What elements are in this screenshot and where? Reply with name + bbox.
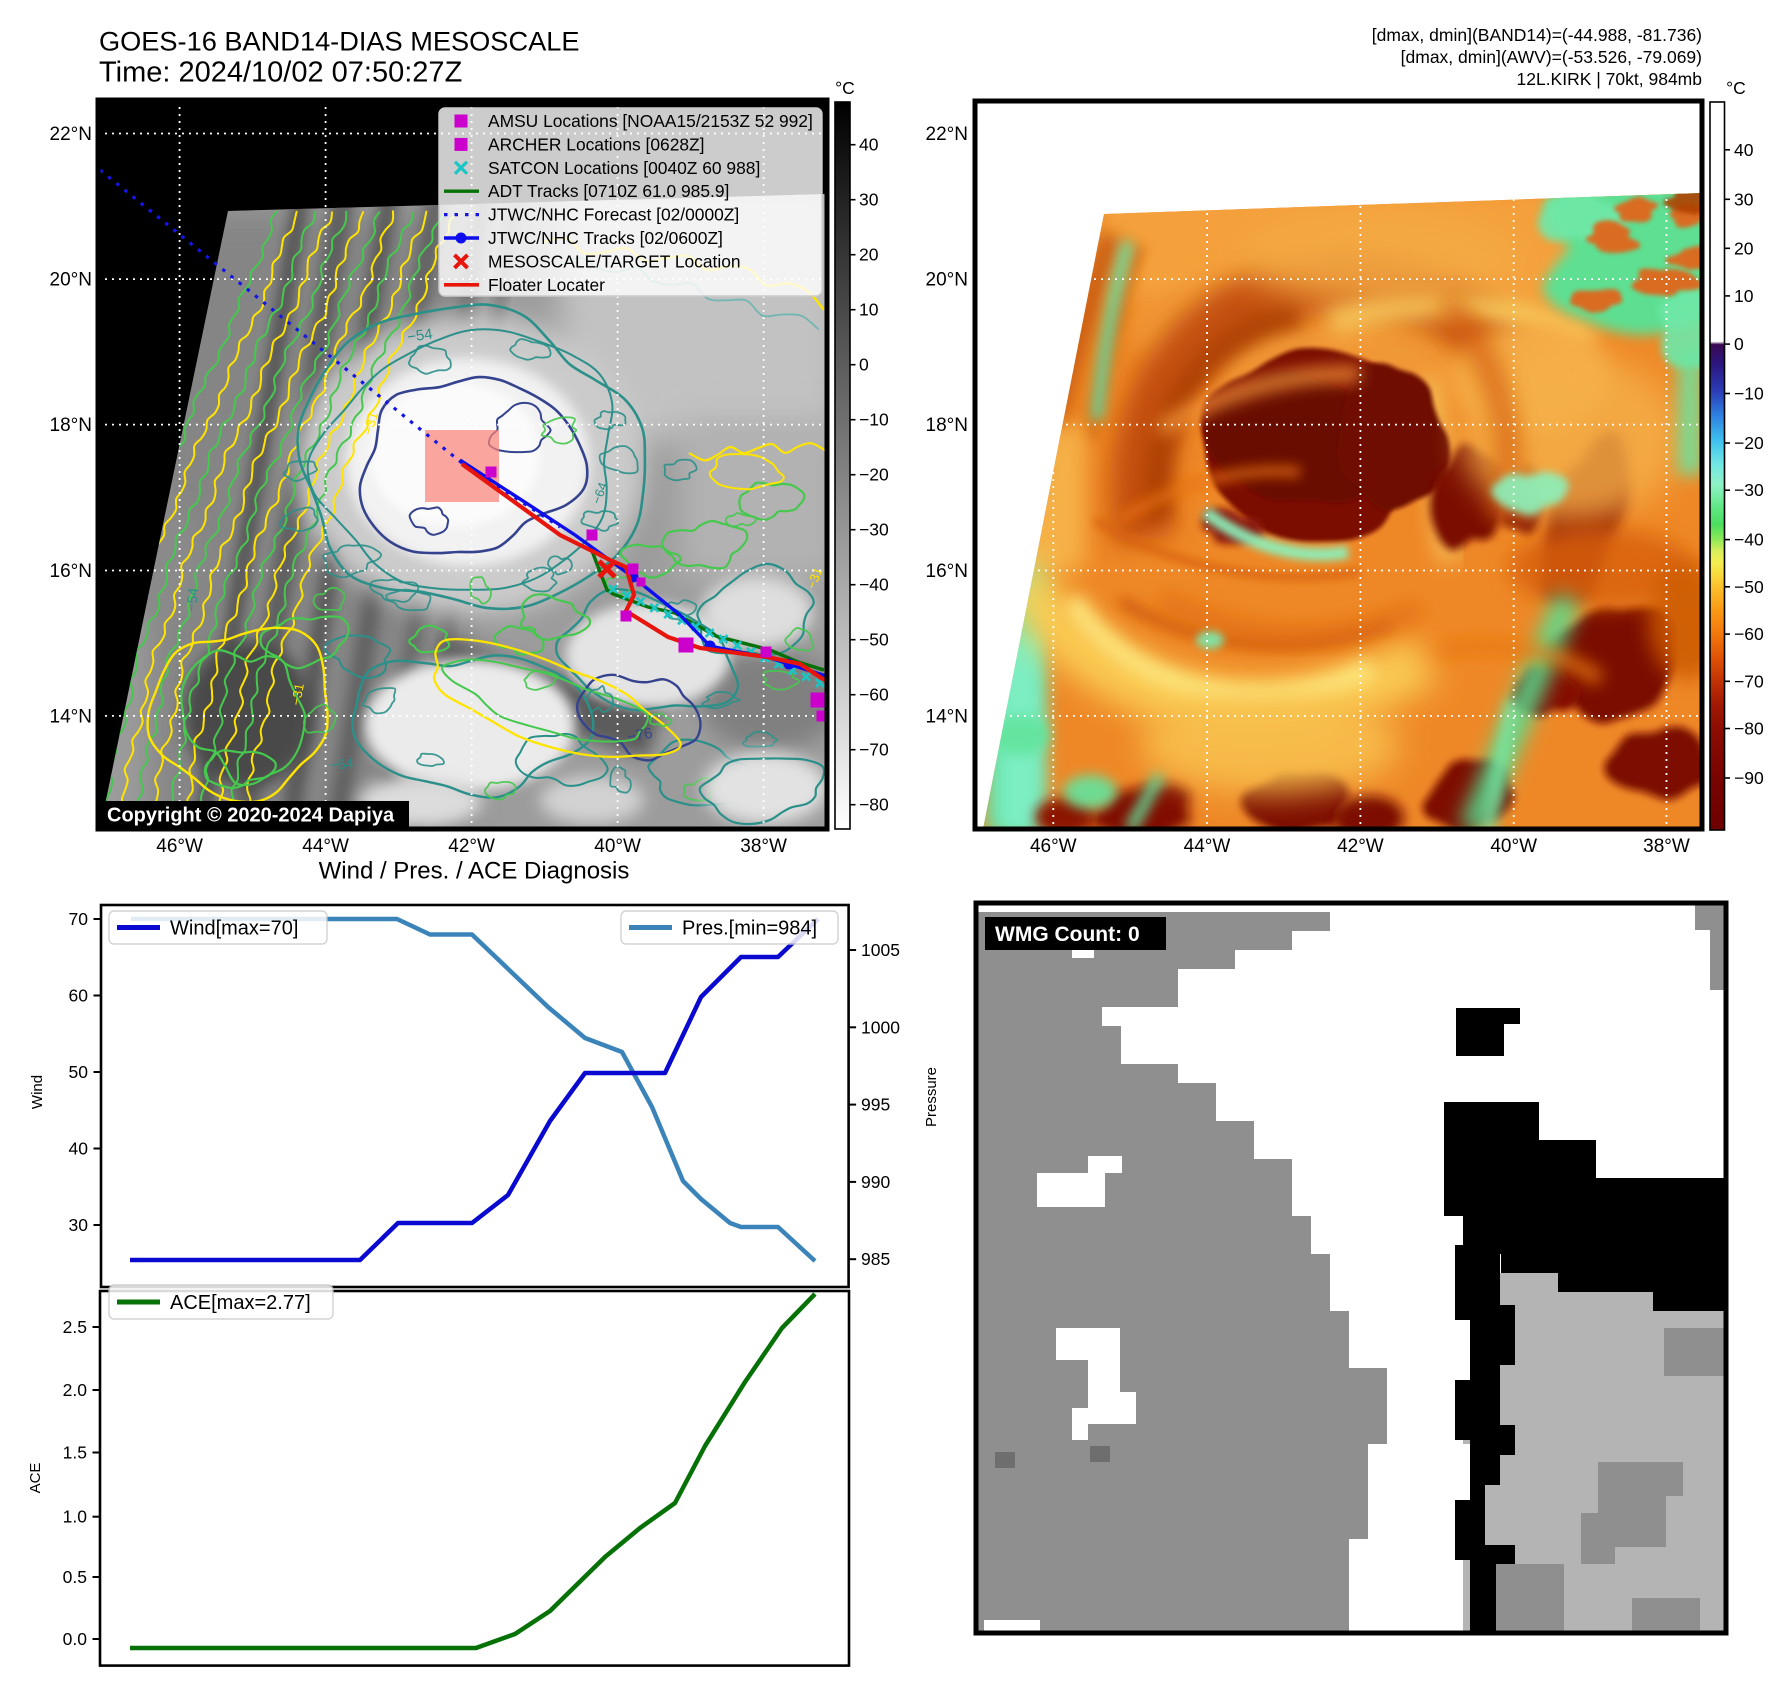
svg-text:46°W: 46°W [1030,836,1077,857]
svg-text:−80: −80 [1734,719,1764,739]
svg-text:20: 20 [1734,238,1754,258]
svg-text:995: 995 [861,1095,890,1115]
svg-text:Floater Locater: Floater Locater [488,275,605,295]
svg-text:40: 40 [1734,140,1754,160]
svg-text:16°N: 16°N [926,561,968,582]
svg-text:14°N: 14°N [50,706,92,727]
svg-text:18°N: 18°N [926,415,968,436]
svg-text:−50: −50 [859,630,889,650]
svg-text:40°W: 40°W [594,836,641,857]
svg-text:−60: −60 [859,685,889,705]
svg-text:10: 10 [1734,286,1754,306]
svg-text:30: 30 [69,1215,89,1235]
svg-text:44°W: 44°W [302,836,349,857]
svg-text:−40: −40 [1734,530,1764,550]
svg-text:−40: −40 [859,575,889,595]
svg-text:50: 50 [69,1062,89,1082]
svg-text:1000: 1000 [861,1017,900,1037]
svg-text:−90: −90 [1734,768,1764,788]
svg-text:Wind: Wind [29,1075,46,1109]
svg-text:Wind / Pres. / ACE Diagnosis: Wind / Pres. / ACE Diagnosis [319,858,630,885]
svg-text:−76: −76 [626,725,654,746]
svg-text:[dmax, dmin](AWV)=(-53.526, -7: [dmax, dmin](AWV)=(-53.526, -79.069) [1401,47,1702,67]
svg-text:−31: −31 [359,409,381,436]
svg-text:10: 10 [859,300,879,320]
svg-text:−20: −20 [859,465,889,485]
svg-text:°C: °C [835,78,855,98]
svg-text:°C: °C [1726,78,1746,98]
svg-text:−10: −10 [859,410,889,430]
svg-text:GOES-16 BAND14-DIAS MESOSCALE: GOES-16 BAND14-DIAS MESOSCALE [99,26,579,57]
svg-text:−54: −54 [406,326,434,346]
svg-text:−20: −20 [1734,433,1764,453]
svg-text:[dmax, dmin](BAND14)=(-44.988,: [dmax, dmin](BAND14)=(-44.988, -81.736) [1372,25,1702,45]
svg-text:38°W: 38°W [740,836,787,857]
svg-text:−80: −80 [859,795,889,815]
svg-text:20: 20 [859,245,879,265]
svg-text:−60: −60 [1734,624,1764,644]
svg-text:22°N: 22°N [50,124,92,145]
svg-text:20°N: 20°N [926,270,968,291]
svg-text:−70: −70 [859,740,889,760]
svg-text:46°W: 46°W [156,836,203,857]
svg-text:Time: 2024/10/02 07:50:27Z: Time: 2024/10/02 07:50:27Z [99,57,462,89]
svg-text:1.5: 1.5 [63,1443,87,1463]
svg-text:2.5: 2.5 [63,1317,87,1337]
svg-text:70: 70 [69,909,89,929]
svg-text:18°N: 18°N [50,415,92,436]
svg-text:16°N: 16°N [50,561,92,582]
svg-text:42°W: 42°W [1337,836,1384,857]
svg-text:1005: 1005 [861,940,900,960]
svg-text:−30: −30 [1734,480,1764,500]
svg-text:40: 40 [859,135,879,155]
svg-text:0.0: 0.0 [63,1629,88,1649]
svg-text:1.0: 1.0 [63,1507,88,1527]
svg-text:38°W: 38°W [1643,836,1690,857]
svg-text:44°W: 44°W [1184,836,1231,857]
svg-text:Pres.[min=984]: Pres.[min=984] [682,918,817,940]
svg-text:SATCON Locations [0040Z 60 988: SATCON Locations [0040Z 60 988] [488,158,760,178]
svg-text:−64: −64 [589,480,611,506]
svg-text:60: 60 [69,986,89,1006]
svg-text:MESOSCALE/TARGET Location: MESOSCALE/TARGET Location [488,251,741,271]
svg-text:ARCHER Locations [0628Z]: ARCHER Locations [0628Z] [488,134,705,154]
svg-text:WMG Count: 0: WMG Count: 0 [995,923,1140,946]
svg-text:−10: −10 [1734,384,1764,404]
svg-text:0: 0 [859,355,869,375]
svg-text:−31: −31 [804,565,826,591]
svg-text:12L.KIRK | 70kt, 984mb: 12L.KIRK | 70kt, 984mb [1517,69,1703,89]
svg-text:Copyright © 2020-2024 Dapiya: Copyright © 2020-2024 Dapiya [107,805,395,827]
svg-text:−31: −31 [288,682,307,706]
svg-text:0.5: 0.5 [63,1567,87,1587]
svg-text:40°W: 40°W [1490,836,1537,857]
svg-text:ADT Tracks [0710Z 61.0 985.9]: ADT Tracks [0710Z 61.0 985.9] [488,181,729,201]
svg-text:−30: −30 [859,520,889,540]
svg-text:ACE[max=2.77]: ACE[max=2.77] [170,1292,311,1314]
svg-text:Pressure: Pressure [923,1067,940,1127]
svg-text:30: 30 [1734,189,1754,209]
svg-text:985: 985 [861,1249,890,1269]
svg-text:20°N: 20°N [50,270,92,291]
svg-text:Wind[max=70]: Wind[max=70] [170,918,298,940]
svg-text:−64: −64 [329,755,354,773]
svg-text:22°N: 22°N [926,124,968,145]
svg-text:2.0: 2.0 [63,1380,88,1400]
svg-text:30: 30 [859,190,879,210]
svg-text:40: 40 [69,1139,89,1159]
svg-text:990: 990 [861,1172,890,1192]
svg-text:ACE: ACE [27,1463,44,1494]
svg-text:−70: −70 [1734,671,1764,691]
svg-text:−50: −50 [1734,577,1764,597]
svg-text:JTWC/NHC Forecast [02/0000Z]: JTWC/NHC Forecast [02/0000Z] [488,205,739,225]
svg-text:AMSU Locations [NOAA15/2153Z 5: AMSU Locations [NOAA15/2153Z 52 992] [488,111,813,131]
svg-text:42°W: 42°W [448,836,495,857]
svg-text:14°N: 14°N [926,706,968,727]
svg-text:JTWC/NHC Tracks [02/0600Z]: JTWC/NHC Tracks [02/0600Z] [488,228,723,248]
svg-text:−54: −54 [183,587,201,612]
svg-text:0: 0 [1734,334,1744,354]
